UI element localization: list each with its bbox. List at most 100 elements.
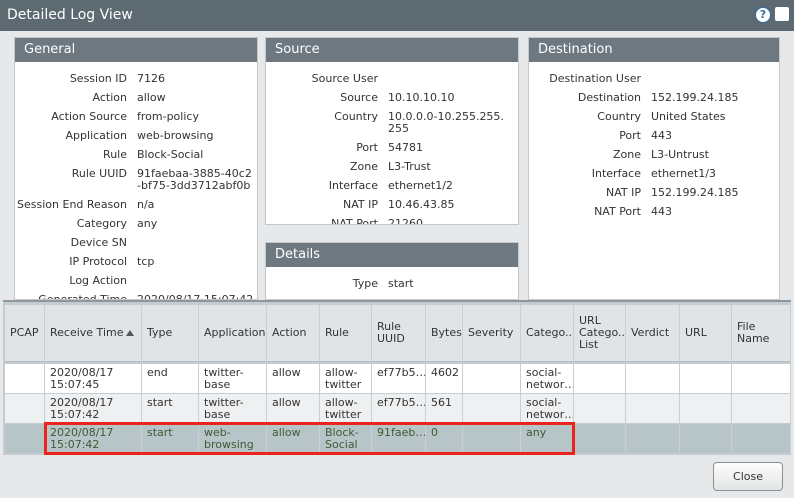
column-header: URL (680, 305, 732, 362)
field-value: 443 (651, 204, 672, 218)
field-value: United States (651, 109, 726, 123)
panel-body: Session ID 7126 Action allow Action Source fr… (15, 62, 257, 300)
column-header: Application (199, 305, 267, 362)
panel: Destination Destination User Destination 15… (528, 37, 780, 300)
field-value: from-policy (137, 109, 199, 123)
table-cell (5, 424, 45, 453)
table-row (5, 364, 791, 393)
column-header: Rule (320, 305, 372, 362)
table-cell (626, 364, 680, 393)
table-cell: 0 (426, 424, 463, 453)
field-row: Generated Time 2020/08/17 15:07:42 (15, 290, 257, 300)
field-label: Interface (591, 166, 641, 180)
column-header: Verdict (626, 305, 680, 362)
field-row: Destination User (529, 69, 779, 88)
field-row: Log Action (15, 271, 257, 290)
field-row: Rule UUID 91faebaa-3885-40c2-bf75-3dd3712… (15, 164, 257, 195)
table-cell: ef77b5… (372, 364, 426, 393)
column-header: URL Catego... List (574, 305, 626, 362)
field-row: Action allow (15, 88, 257, 107)
field-row: Destination 152.199.24.185 (529, 88, 779, 107)
field-value: web-browsing (137, 128, 214, 142)
table-cell: twitter-base (199, 364, 267, 393)
field-label: Destination (577, 90, 641, 104)
table-cell: ef77b5… (372, 394, 426, 423)
field-label: Port (619, 128, 641, 142)
field-value: 21260 (388, 216, 423, 225)
window-icon[interactable] (775, 7, 789, 21)
field-row: Source 10.10.10.10 (266, 88, 518, 107)
table-row (5, 394, 791, 423)
field-value: 91faebaa-3885-40c2-bf75-3dd3712abf0b (137, 166, 252, 192)
table-cell: social-networ… (521, 394, 574, 423)
field-label: Port (356, 140, 378, 154)
column-header: Action (267, 305, 320, 362)
field-label: Rule (103, 147, 127, 161)
table-cell: social-networ… (521, 364, 574, 393)
field-value: ethernet1/2 (388, 178, 453, 192)
field-label: Session End Reason (17, 197, 127, 211)
table-cell (680, 424, 732, 453)
table-cell (463, 394, 521, 423)
field-row: Interface ethernet1/3 (529, 164, 779, 183)
column-header: Rule UUID (372, 305, 426, 362)
table-cell: 2020/08/17 15:07:42 (45, 424, 142, 453)
field-label: IP Protocol (69, 254, 127, 268)
field-label: Category (76, 216, 127, 230)
field-label: Log Action (69, 273, 127, 287)
field-value: 443 (651, 128, 672, 142)
field-value: 10.46.43.85 (388, 197, 455, 211)
field-row: Device SN (15, 233, 257, 252)
field-value: any (137, 216, 158, 230)
field-row: Zone L3-Trust (266, 157, 518, 176)
table-cell: 2020/08/17 15:07:45 (45, 364, 142, 393)
table-cell (5, 364, 45, 393)
field-row: Interface ethernet1/2 (266, 176, 518, 195)
panel-body: Type start (266, 267, 518, 293)
table-cell: allow (267, 364, 320, 393)
panel: Source Source User Source 10.10.10.10 Countr… (265, 37, 519, 225)
column-header: Bytes (426, 305, 463, 362)
field-label: Source (340, 90, 378, 104)
panel-header: General (15, 38, 257, 62)
title-bar: Detailed Log View ? (0, 0, 794, 31)
dialog-title: Detailed Log View (7, 7, 133, 23)
field-row: Port 443 (529, 126, 779, 145)
field-value: allow (137, 90, 166, 104)
field-label: Destination User (549, 71, 641, 85)
field-value: 54781 (388, 140, 423, 154)
field-label: Application (65, 128, 127, 142)
field-value: 10.10.10.10 (388, 90, 455, 104)
help-icon[interactable]: ? (755, 7, 771, 23)
field-label: Action Source (51, 109, 127, 123)
field-value: tcp (137, 254, 155, 268)
panel-header: Destination (529, 38, 779, 62)
panel-header: Details (266, 243, 518, 267)
column-header: Type (142, 305, 199, 362)
table-cell (463, 364, 521, 393)
table-cell (732, 424, 791, 453)
field-value: n/a (137, 197, 155, 211)
panel-body: Destination User Destination 152.199.24.18… (529, 62, 779, 221)
table-cell: allow (267, 394, 320, 423)
sort-arrow[interactable] (126, 330, 135, 336)
field-row: Session ID 7126 (15, 69, 257, 88)
field-value: 2020/08/17 15:07:42 (137, 292, 254, 300)
column-header: File Name (732, 305, 791, 362)
table-cell (626, 394, 680, 423)
table-cell: allow-twitter (320, 364, 372, 393)
field-row: Category any (15, 214, 257, 233)
field-label: Zone (349, 159, 378, 173)
column-header: Receive Time (45, 305, 142, 362)
close-button[interactable]: Close (713, 462, 783, 491)
table-cell (680, 364, 732, 393)
table-cell: start (142, 394, 199, 423)
field-label: NAT Port (331, 216, 378, 225)
field-label: Generated Time (38, 292, 127, 300)
field-label: Source User (311, 71, 378, 85)
table-cell: 561 (426, 394, 463, 423)
field-row: Action Source from-policy (15, 107, 257, 126)
field-label: Session ID (69, 71, 127, 85)
field-row: Source User (266, 69, 518, 88)
